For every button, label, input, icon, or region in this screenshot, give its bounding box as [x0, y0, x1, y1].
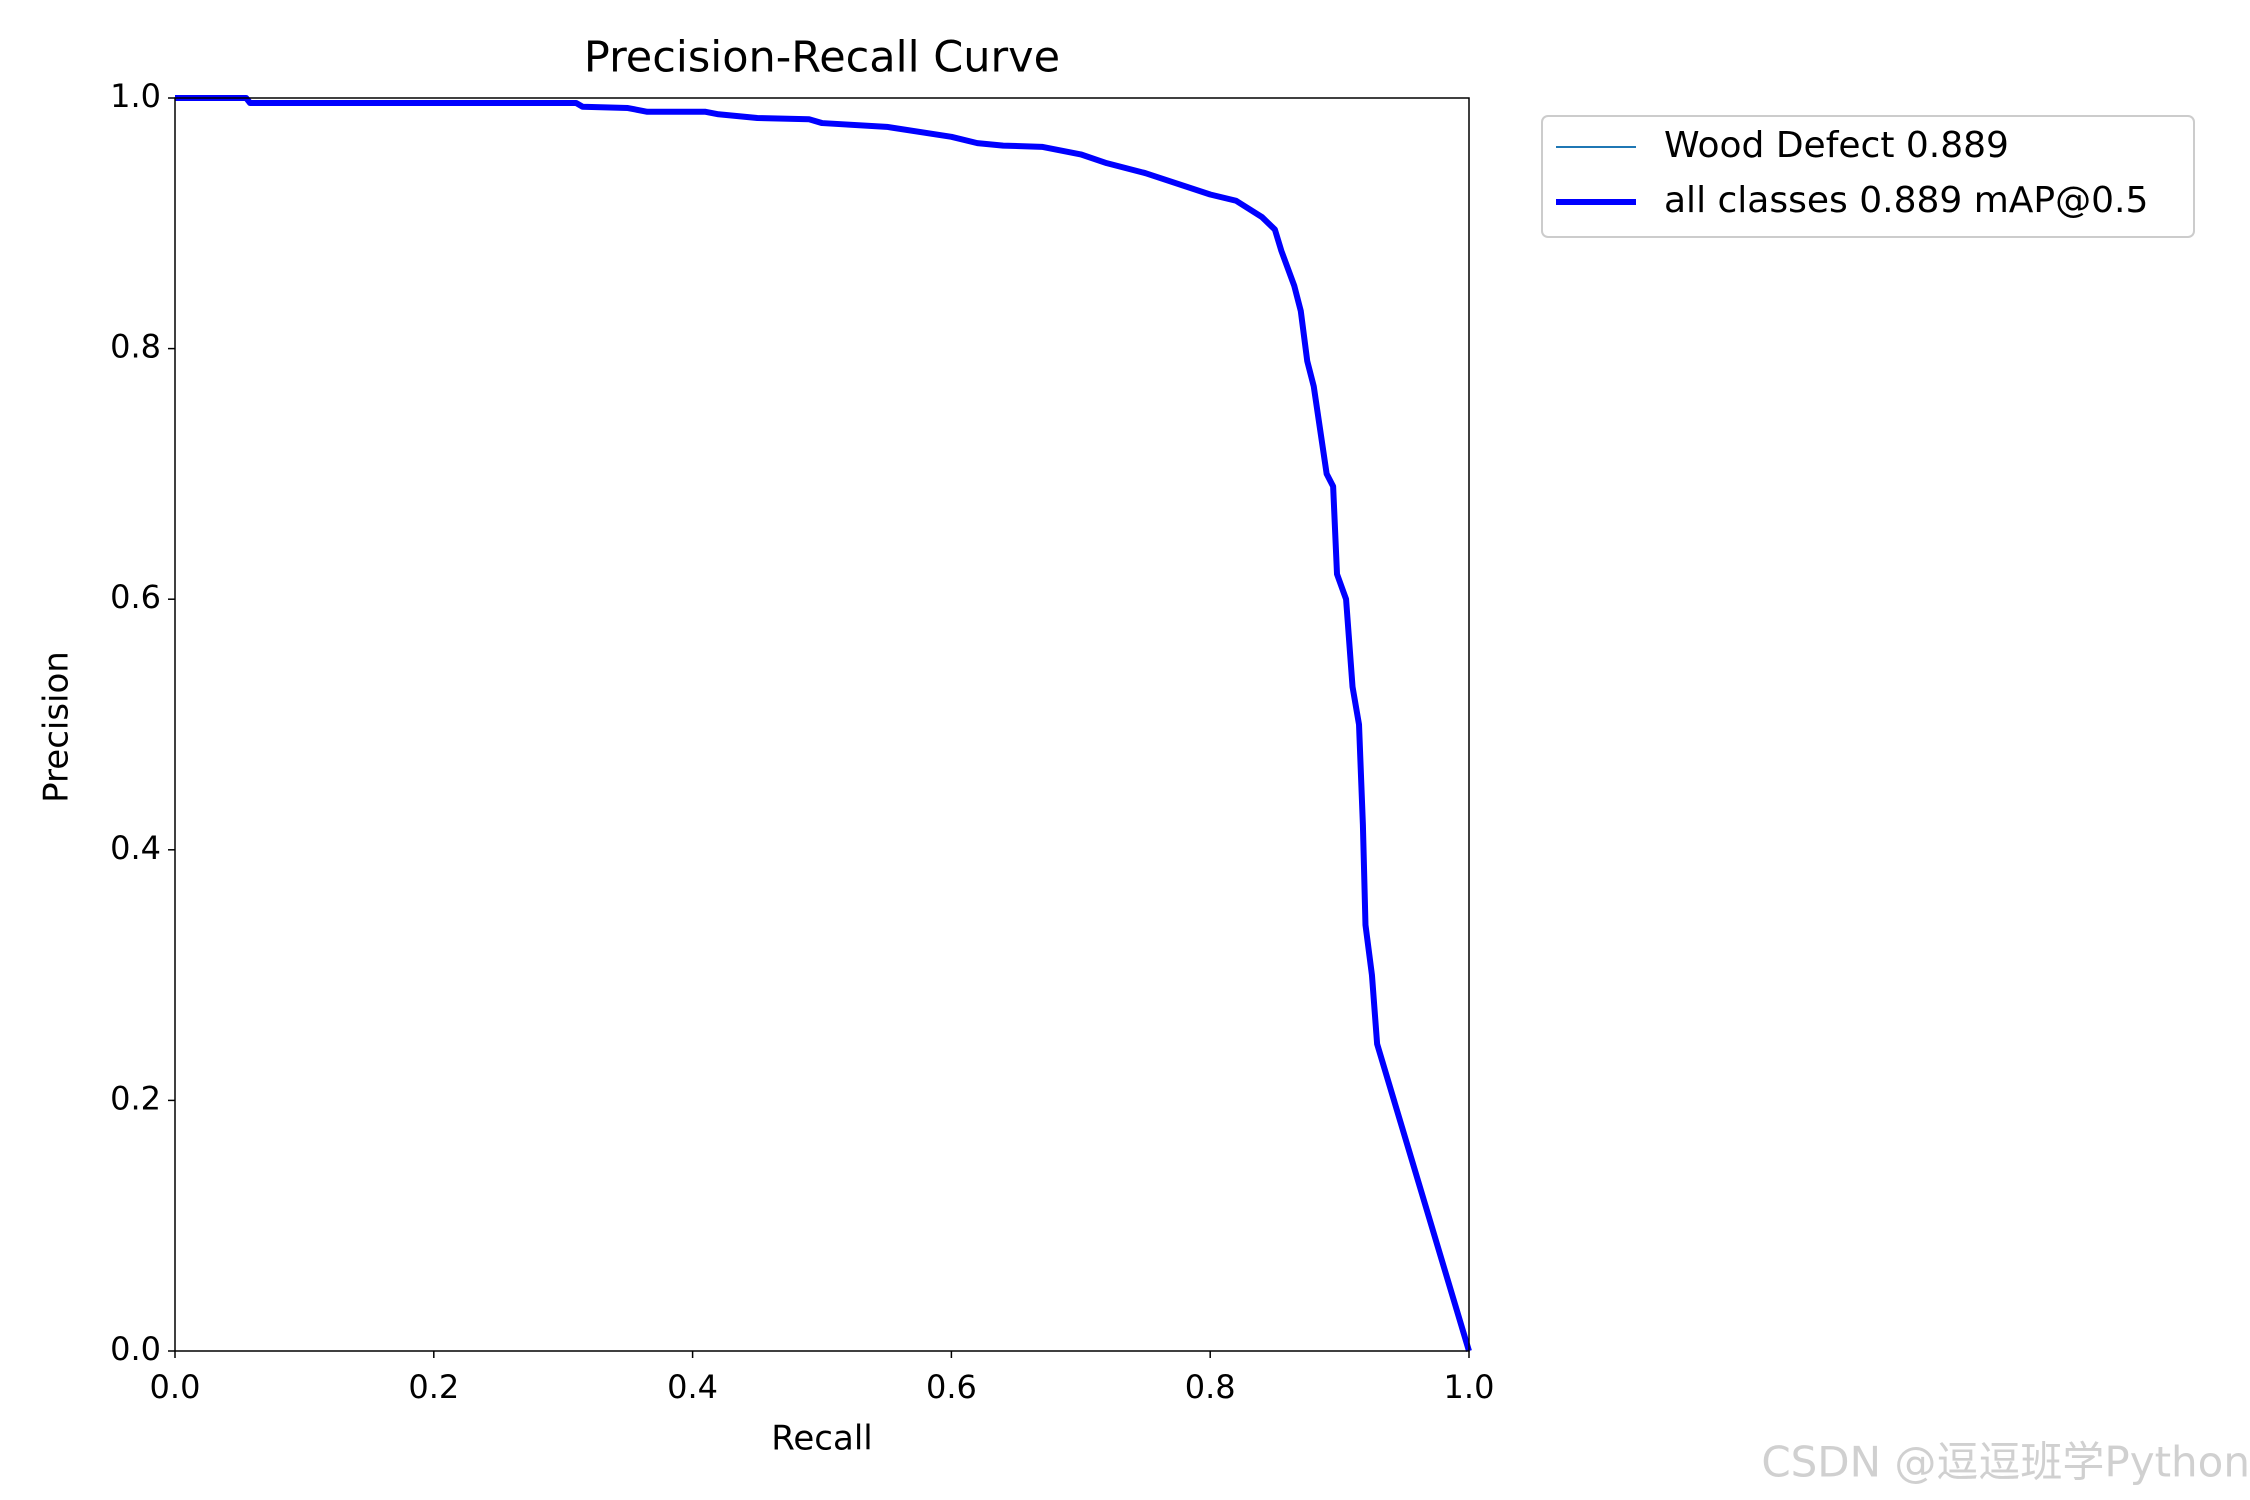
- y-tick-label: 1.0: [110, 77, 161, 115]
- y-axis-label: Precision: [37, 651, 77, 803]
- x-tick-label: 0.6: [926, 1368, 977, 1406]
- chart-title: Precision-Recall Curve: [584, 33, 1060, 83]
- x-tick-label: 0.8: [1185, 1368, 1236, 1406]
- legend-box: [1541, 115, 2195, 238]
- y-tick-label: 0.0: [110, 1330, 161, 1368]
- x-tick-label: 0.0: [150, 1368, 201, 1406]
- legend-label: Wood Defect 0.889: [1664, 125, 2009, 166]
- watermark: CSDN @逗逗班学Python: [1761, 1438, 2250, 1487]
- y-tick-label: 0.2: [110, 1079, 161, 1117]
- x-tick-label: 0.2: [408, 1368, 459, 1406]
- x-tick-label: 0.4: [667, 1368, 718, 1406]
- y-tick-label: 0.4: [110, 829, 161, 867]
- x-tick-label: 1.0: [1444, 1368, 1495, 1406]
- pr-curve: [175, 97, 1470, 1352]
- legend-label: all classes 0.889 mAP@0.5: [1664, 180, 2148, 221]
- y-tick-label: 0.6: [110, 578, 161, 616]
- pr-curve: [175, 95, 1472, 1352]
- x-axis-label: Recall: [771, 1419, 872, 1459]
- plot-frame: [174, 97, 1470, 1352]
- y-tick-label: 0.8: [110, 328, 161, 366]
